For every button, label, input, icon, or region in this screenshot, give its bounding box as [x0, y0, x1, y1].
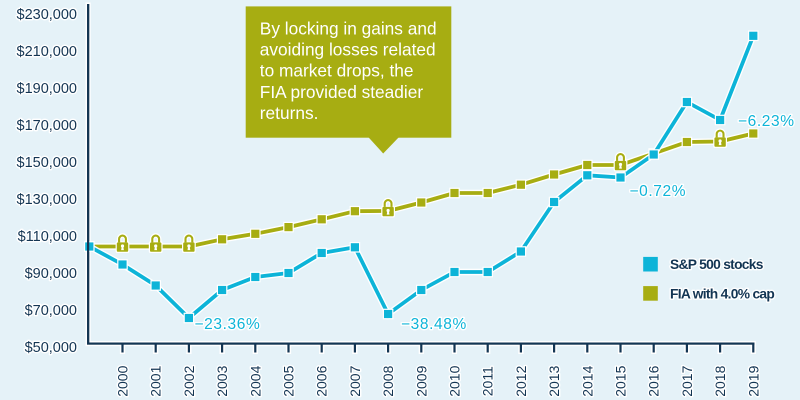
- svg-text:2010: 2010: [447, 365, 463, 396]
- svg-text:avoiding losses related: avoiding losses related: [260, 40, 436, 60]
- svg-text:S&P 500 stocks: S&P 500 stocks: [670, 257, 764, 272]
- svg-text:2002: 2002: [181, 365, 197, 396]
- svg-text:−6.23%: −6.23%: [738, 113, 795, 130]
- svg-text:By locking in gains and: By locking in gains and: [260, 18, 437, 38]
- svg-text:$90,000: $90,000: [25, 266, 77, 282]
- svg-text:2007: 2007: [347, 365, 363, 396]
- svg-text:FIA with 4.0% cap: FIA with 4.0% cap: [670, 287, 774, 302]
- svg-text:$150,000: $150,000: [17, 155, 77, 171]
- svg-text:$50,000: $50,000: [25, 340, 77, 356]
- svg-text:2006: 2006: [314, 365, 330, 396]
- svg-text:2015: 2015: [613, 365, 629, 396]
- svg-text:2005: 2005: [281, 365, 297, 396]
- svg-text:2003: 2003: [214, 365, 230, 396]
- svg-text:returns.: returns.: [260, 103, 319, 123]
- svg-text:2018: 2018: [712, 365, 728, 396]
- svg-text:2019: 2019: [745, 365, 761, 396]
- svg-text:$190,000: $190,000: [17, 81, 77, 97]
- svg-text:2013: 2013: [546, 365, 562, 396]
- svg-text:2014: 2014: [579, 365, 595, 396]
- svg-text:$70,000: $70,000: [25, 303, 77, 319]
- svg-text:$230,000: $230,000: [17, 7, 77, 23]
- svg-text:to market drops, the: to market drops, the: [260, 61, 414, 81]
- svg-text:$130,000: $130,000: [17, 192, 77, 208]
- svg-text:2017: 2017: [679, 365, 695, 396]
- svg-text:2000: 2000: [115, 365, 131, 396]
- svg-text:−38.48%: −38.48%: [401, 316, 467, 333]
- svg-text:2011: 2011: [480, 366, 496, 396]
- svg-text:2016: 2016: [646, 365, 662, 396]
- svg-text:−23.36%: −23.36%: [195, 316, 261, 333]
- svg-text:2008: 2008: [380, 365, 396, 396]
- svg-text:2009: 2009: [413, 365, 429, 396]
- svg-text:2004: 2004: [247, 365, 263, 396]
- svg-text:2012: 2012: [513, 365, 529, 396]
- svg-text:$110,000: $110,000: [18, 229, 77, 245]
- svg-text:$170,000: $170,000: [17, 118, 77, 134]
- svg-text:−0.72%: −0.72%: [630, 183, 687, 200]
- svg-text:$210,000: $210,000: [17, 44, 77, 60]
- svg-text:FIA provided steadier: FIA provided steadier: [260, 82, 424, 102]
- svg-text:2001: 2001: [148, 365, 164, 396]
